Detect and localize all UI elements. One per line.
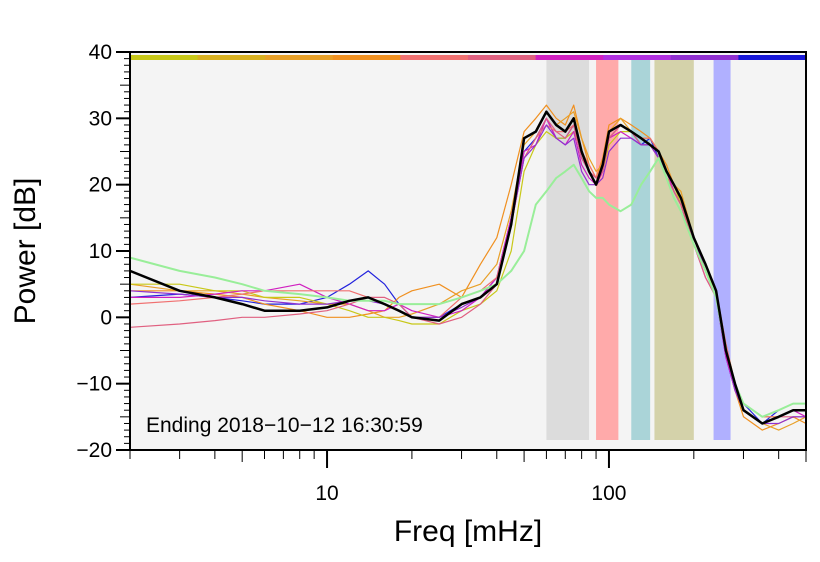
color-bar-segment-2 (197, 55, 266, 60)
x-axis-title: Freq [mHz] (394, 515, 542, 548)
color-bar-segment-4 (332, 55, 401, 60)
color-bar-segment-9 (670, 55, 739, 60)
band-5 (713, 60, 731, 440)
chart-annotation: Ending 2018−10−12 16:30:59 (146, 414, 423, 437)
y-tick-label: −20 (76, 439, 112, 462)
band-2 (596, 60, 619, 440)
color-bar-segment-3 (265, 55, 334, 60)
color-bar-segment-5 (400, 55, 469, 60)
x-axis-ticks: 10 100 (129, 450, 807, 505)
y-tick-label: 20 (89, 174, 112, 197)
color-bar-segment-1 (130, 55, 199, 60)
color-bar-segment-6 (468, 55, 537, 60)
y-tick-label: 10 (89, 240, 112, 263)
band-4 (654, 60, 694, 440)
y-tick-label: 40 (89, 41, 112, 64)
color-bar-segment-7 (535, 55, 604, 60)
y-axis-title: Power [dB] (9, 178, 42, 325)
color-bar-segment-10 (738, 55, 807, 60)
color-bar-segment-8 (603, 55, 672, 60)
series-line-10 (129, 157, 806, 418)
y-tick-label: 30 (89, 107, 112, 130)
y-tick-label: 0 (100, 306, 112, 329)
series-line-1 (129, 110, 806, 425)
series-lines (129, 104, 807, 431)
x-tick-label: 10 (315, 482, 338, 505)
y-axis-ticks: 40 30 20 10 0 −10 −20 (76, 41, 130, 462)
band-3 (631, 60, 651, 440)
top-color-bar (130, 55, 807, 60)
x-tick-label: 100 (591, 482, 626, 505)
y-tick-label: −10 (76, 373, 112, 396)
plot-background (130, 52, 806, 450)
frequency-bands (546, 60, 731, 440)
